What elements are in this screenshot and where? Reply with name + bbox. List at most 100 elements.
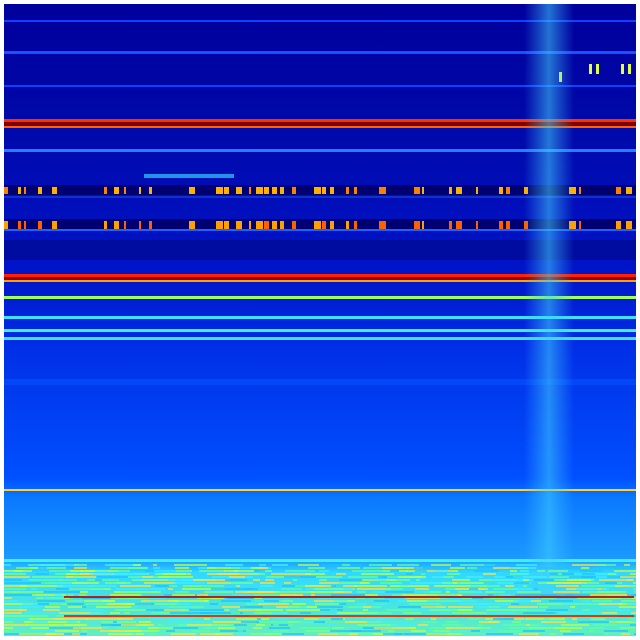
noise-segment — [110, 600, 115, 602]
noise-segment — [361, 573, 388, 575]
spectrogram-image — [4, 4, 636, 636]
noise-segment — [447, 573, 460, 575]
noise-segment — [176, 603, 191, 605]
noise-segment — [414, 591, 441, 593]
noise-segment — [259, 621, 294, 623]
noise-segment — [319, 579, 327, 581]
noise-segment — [452, 612, 487, 614]
noise-segment — [444, 576, 454, 578]
noise-segment — [40, 564, 63, 566]
noise-segment — [337, 567, 360, 569]
noise-segment — [292, 567, 297, 569]
noise-segment — [68, 606, 84, 608]
blip — [449, 221, 452, 229]
blip — [414, 221, 420, 229]
vertical-strip — [524, 4, 574, 594]
noise-segment — [54, 582, 88, 584]
blip — [314, 187, 321, 194]
blip — [346, 187, 349, 194]
noise-segment — [82, 630, 87, 632]
blip — [18, 187, 21, 194]
noise-segment — [132, 633, 136, 635]
noise-segment — [4, 621, 13, 623]
noise-segment — [175, 591, 189, 593]
noise-segment — [101, 621, 136, 623]
noise-segment — [388, 630, 394, 632]
noise-segment — [45, 606, 60, 608]
noise-segment — [314, 600, 334, 602]
noise-segment — [446, 621, 458, 623]
blip — [589, 64, 592, 74]
noise-segment — [59, 612, 100, 614]
noise-segment — [581, 585, 622, 587]
blip — [216, 187, 223, 194]
noise-segment — [451, 633, 462, 635]
noise-segment — [169, 585, 177, 587]
blip — [52, 187, 57, 194]
noise-segment — [343, 606, 381, 608]
highlight-blob — [144, 174, 234, 178]
noise-segment — [176, 570, 192, 572]
blip — [292, 221, 296, 229]
noise-segment — [314, 588, 355, 590]
noise-segment — [274, 618, 288, 620]
noise-segment — [49, 627, 81, 629]
noise-segment — [31, 588, 37, 590]
noise-segment — [544, 618, 550, 620]
noise-segment — [316, 576, 342, 578]
noise-segment — [240, 606, 263, 608]
blip — [256, 187, 263, 194]
noise-segment — [593, 624, 635, 626]
noise-segment — [390, 570, 406, 572]
noise-segment — [620, 627, 635, 629]
noise-segment — [452, 570, 458, 572]
noise-segment — [495, 600, 518, 602]
noise-segment — [72, 633, 80, 635]
noise-segment — [306, 630, 337, 632]
blip — [139, 221, 141, 229]
noise-segment — [97, 576, 131, 578]
noise-segment — [486, 609, 527, 611]
noise-segment — [168, 588, 173, 590]
noise-segment — [29, 618, 65, 620]
noise-segment — [260, 582, 275, 584]
noise-segment — [225, 564, 243, 566]
noise-segment — [357, 588, 391, 590]
noise-segment — [435, 570, 448, 572]
noise-segment — [474, 570, 499, 572]
blip — [224, 187, 229, 194]
noise-segment — [374, 600, 398, 602]
noise-segment — [613, 567, 636, 569]
blip — [346, 221, 349, 229]
noise-segment — [4, 564, 11, 566]
band — [4, 489, 636, 491]
noise-segment — [336, 573, 346, 575]
noise-segment — [315, 603, 342, 605]
noise-segment — [45, 597, 73, 599]
noise-segment — [390, 585, 429, 587]
noise-segment — [423, 621, 438, 623]
band — [4, 274, 636, 277]
noise-segment — [469, 588, 478, 590]
blip — [189, 221, 195, 229]
noise-segment — [169, 618, 194, 620]
noise-segment — [601, 588, 609, 590]
noise-segment — [442, 624, 463, 626]
blip — [264, 187, 269, 194]
noise-segment — [4, 591, 19, 593]
blip — [616, 187, 621, 194]
noise-segment — [305, 573, 325, 575]
noise-segment — [414, 567, 446, 569]
noise-segment — [167, 621, 204, 623]
blip — [249, 187, 251, 194]
noise-segment — [430, 591, 441, 593]
noise-segment — [493, 588, 518, 590]
noise-segment — [80, 591, 88, 593]
noise-segment — [407, 600, 428, 602]
blip — [149, 187, 152, 194]
noise-segment — [204, 618, 210, 620]
noise-segment — [246, 603, 267, 605]
noise-segment — [629, 585, 636, 587]
noise-segment — [74, 576, 83, 578]
noise-segment — [227, 582, 253, 584]
